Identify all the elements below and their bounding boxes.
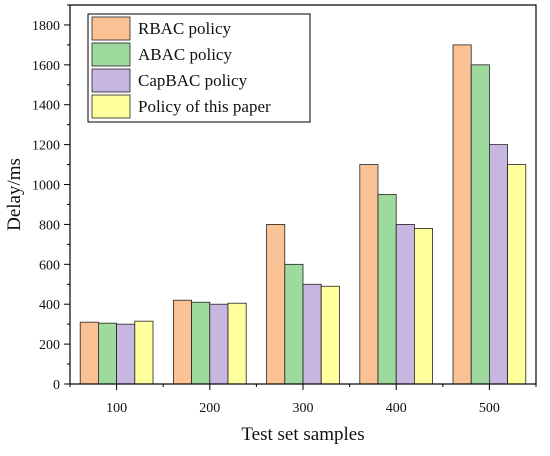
y-tick-label: 600 [39, 258, 60, 273]
bar-abac-policy-200 [191, 301, 211, 385]
legend-label: ABAC policy [138, 45, 232, 64]
y-tick-label: 1000 [32, 179, 60, 194]
bar-abac-policy-400 [377, 194, 397, 385]
y-axis-title: Delay/ms [4, 158, 25, 231]
bar-rbac-policy-200 [172, 299, 192, 385]
bar-abac-policy-500 [470, 64, 490, 385]
bar-policy-of-this-paper-500 [507, 164, 527, 385]
legend-swatch [91, 94, 131, 119]
legend-swatch [91, 16, 131, 41]
x-tick-label: 400 [386, 401, 407, 416]
x-tick-label: 500 [479, 401, 500, 416]
bar-rbac-policy-500 [452, 44, 472, 385]
bar-policy-of-this-paper-300 [320, 285, 340, 385]
y-tick-label: 1800 [32, 19, 60, 34]
bar-policy-of-this-paper-100 [134, 320, 154, 385]
legend: RBAC policy ABAC policy CapBAC policy Polic… [87, 13, 311, 123]
bar-capbac-policy-100 [116, 323, 136, 385]
y-tick-label: 1200 [32, 139, 60, 154]
bars-layer [79, 44, 527, 385]
y-tick-label: 400 [39, 298, 60, 313]
legend-swatch [91, 42, 131, 67]
x-tick-label: 300 [293, 401, 314, 416]
bar-capbac-policy-400 [395, 224, 415, 385]
bar-capbac-policy-200 [209, 303, 229, 385]
bar-rbac-policy-300 [266, 224, 286, 385]
bar-policy-of-this-paper-200 [227, 302, 247, 385]
y-tick-label: 0 [53, 378, 60, 393]
bar-abac-policy-100 [98, 322, 118, 385]
legend-label: RBAC policy [138, 19, 232, 38]
x-axis-title: Test set samples [241, 424, 364, 445]
bar-capbac-policy-300 [302, 283, 322, 385]
x-axis: 100 200 300 400 500 [69, 384, 537, 416]
bar-abac-policy-300 [284, 263, 304, 385]
bar-policy-of-this-paper-400 [413, 228, 433, 385]
y-tick-label: 800 [39, 218, 60, 233]
y-tick-label: 1600 [32, 59, 60, 74]
y-axis: 0 200 400 600 800 1000 1200 1400 1600 1800 [32, 4, 70, 393]
bar-capbac-policy-500 [488, 144, 508, 385]
x-tick-label: 100 [106, 401, 127, 416]
bar-rbac-policy-400 [359, 164, 379, 385]
bar-rbac-policy-100 [79, 321, 99, 385]
legend-label: CapBAC policy [138, 71, 248, 90]
legend-swatch [91, 68, 131, 93]
y-tick-label: 200 [39, 338, 60, 353]
x-tick-label: 200 [199, 401, 220, 416]
y-tick-label: 1400 [32, 99, 60, 114]
legend-label: Policy of this paper [138, 97, 271, 116]
